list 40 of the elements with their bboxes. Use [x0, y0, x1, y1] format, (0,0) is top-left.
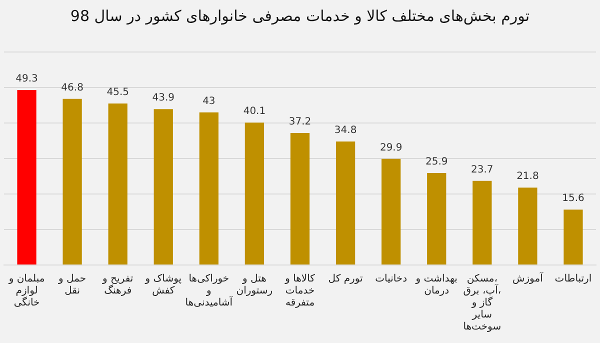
data-label: 43.9 [152, 92, 175, 104]
x-tick-label: هتل و رستوران [236, 274, 273, 297]
bar [154, 109, 173, 264]
bar [336, 141, 356, 264]
x-tick-label: تورم کل [328, 274, 363, 285]
x-tick-label: ارتباطات [554, 274, 592, 285]
data-label: 45.5 [106, 87, 129, 98]
x-tick-label: دخانیات [375, 274, 408, 285]
bar [244, 122, 264, 264]
bar [199, 112, 218, 264]
data-label: 43 [202, 96, 216, 107]
data-label: 49.3 [16, 74, 38, 85]
bar [290, 132, 310, 264]
x-tick-label: پوشاک و کفش [144, 274, 182, 297]
data-label: 21.8 [516, 171, 539, 182]
x-tick-label: بهداشت و درمان [414, 274, 458, 297]
data-label: 37.2 [288, 116, 312, 128]
x-tick-label: تفریح و فرهنگ [102, 274, 134, 297]
bar [472, 180, 492, 264]
bar [62, 98, 82, 264]
x-tick-label: مسکن، آب، برق، گاز و سایر سوخت‌ها [463, 274, 502, 333]
bar [564, 210, 583, 264]
data-label: 23.7 [471, 164, 494, 176]
bar [382, 158, 401, 264]
data-label: 34.8 [334, 125, 357, 136]
chart-title: تورم بخش‌های مختلف کالا و خدمات مصرفی خانوارهای کشور در سال 98 [70, 6, 530, 25]
bar [427, 173, 446, 264]
x-tick-label: حمل و نقل [58, 274, 86, 297]
data-label: 29.9 [380, 142, 402, 154]
bar [17, 90, 36, 264]
bar [518, 188, 538, 264]
data-label: 40.1 [243, 106, 266, 118]
data-label: 15.6 [562, 193, 584, 204]
bar [108, 103, 128, 264]
x-tick-label: کالاها و خدمات متفرقه [284, 274, 316, 309]
x-tick-label: خوراکی‌ها و آشامیدنی‌ها [185, 274, 234, 309]
x-tick-label: آموزش [512, 272, 544, 285]
data-label: 25.9 [425, 156, 448, 168]
data-label: 46.8 [61, 82, 84, 94]
x-tick-label: مبلمان و لوازم خانگی [8, 274, 45, 309]
